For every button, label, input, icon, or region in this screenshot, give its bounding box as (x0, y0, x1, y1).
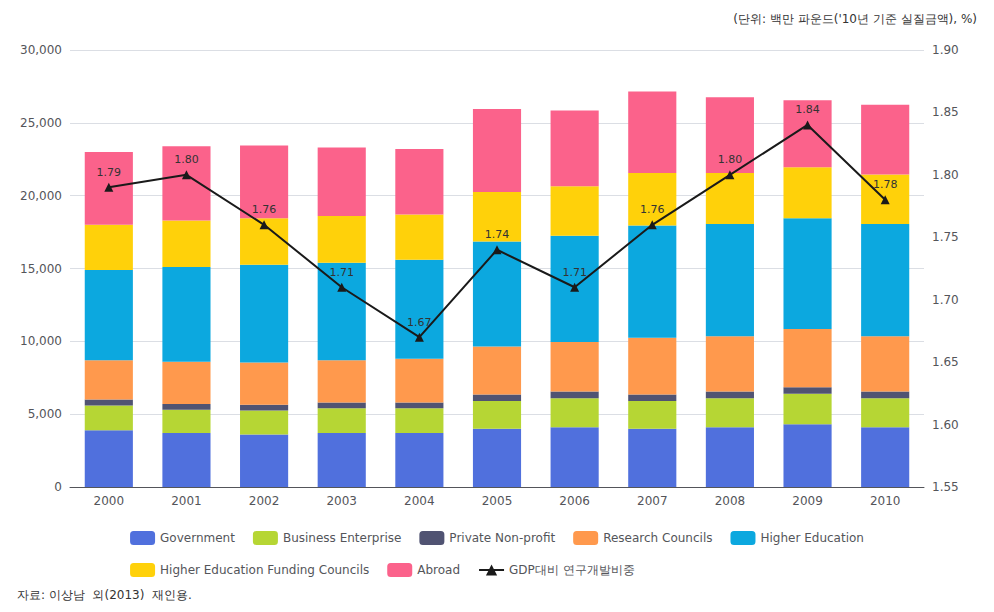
svg-text:1.75: 1.75 (932, 230, 959, 244)
svg-text:Business Enterprise: Business Enterprise (283, 531, 401, 545)
svg-text:25,000: 25,000 (20, 116, 62, 130)
svg-text:15,000: 15,000 (20, 262, 62, 276)
svg-text:Higher Education: Higher Education (760, 531, 863, 545)
svg-text:1.74: 1.74 (485, 228, 510, 241)
svg-text:30,000: 30,000 (20, 43, 62, 57)
svg-text:2010: 2010 (870, 494, 901, 508)
svg-text:5,000: 5,000 (28, 407, 62, 421)
svg-text:2002: 2002 (249, 494, 280, 508)
svg-text:1.78: 1.78 (873, 178, 898, 191)
svg-text:1.84: 1.84 (795, 103, 820, 116)
svg-text:1.80: 1.80 (932, 168, 959, 182)
svg-text:2006: 2006 (559, 494, 590, 508)
svg-text:2003: 2003 (326, 494, 357, 508)
svg-text:Abroad: Abroad (417, 563, 460, 577)
svg-text:1.71: 1.71 (562, 266, 587, 279)
svg-text:2001: 2001 (171, 494, 202, 508)
svg-text:GDP대비 연구개발비중: GDP대비 연구개발비중 (509, 563, 635, 577)
svg-text:1.76: 1.76 (252, 203, 277, 216)
svg-text:1.90: 1.90 (932, 43, 959, 57)
svg-text:Higher Education Funding Counc: Higher Education Funding Councils (160, 563, 369, 577)
svg-text:1.67: 1.67 (407, 316, 432, 329)
svg-text:1.60: 1.60 (932, 418, 959, 432)
svg-text:1.70: 1.70 (932, 293, 959, 307)
svg-text:2007: 2007 (637, 494, 668, 508)
svg-text:1.65: 1.65 (932, 355, 959, 369)
svg-text:자료: 이상남 외(2013) 재인용.: 자료: 이상남 외(2013) 재인용. (17, 588, 192, 602)
svg-text:2004: 2004 (404, 494, 435, 508)
svg-text:2005: 2005 (482, 494, 513, 508)
svg-text:2009: 2009 (792, 494, 823, 508)
svg-text:Private Non-profit: Private Non-profit (449, 531, 555, 545)
svg-text:1.79: 1.79 (97, 166, 122, 179)
svg-text:1.71: 1.71 (329, 266, 354, 279)
svg-text:Government: Government (160, 531, 235, 545)
svg-text:1.76: 1.76 (640, 203, 665, 216)
svg-text:(단위: 백만 파운드('10년 기준 실질금액), %): (단위: 백만 파운드('10년 기준 실질금액), %) (733, 12, 977, 26)
svg-text:20,000: 20,000 (20, 189, 62, 203)
svg-text:1.80: 1.80 (718, 153, 743, 166)
svg-text:2008: 2008 (715, 494, 746, 508)
svg-text:1.85: 1.85 (932, 105, 959, 119)
svg-text:1.80: 1.80 (174, 153, 199, 166)
svg-text:10,000: 10,000 (20, 334, 62, 348)
svg-text:0: 0 (54, 480, 62, 494)
svg-text:Research Councils: Research Councils (603, 531, 712, 545)
svg-text:2000: 2000 (94, 494, 125, 508)
svg-text:1.55: 1.55 (932, 480, 959, 494)
